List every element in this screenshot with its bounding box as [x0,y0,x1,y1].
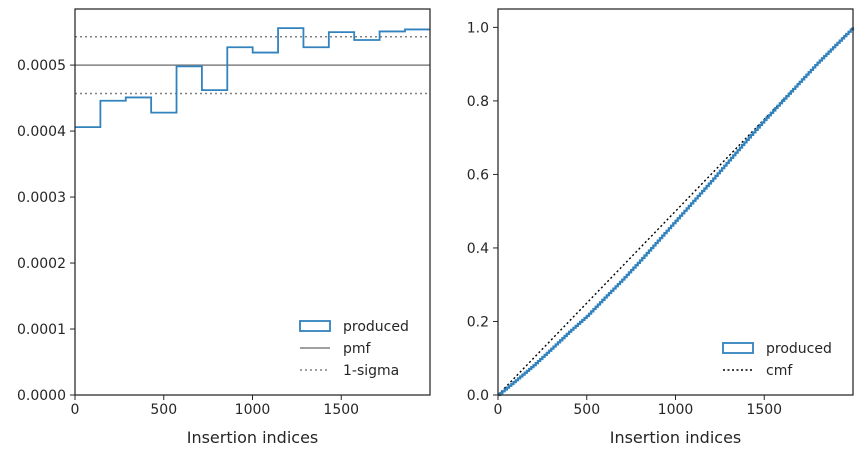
y-tick-label: 0.8 [467,94,489,110]
bin-bar [177,66,202,395]
y-tick-label: 0.0005 [17,58,66,74]
data-point [710,180,712,182]
legend-swatch-produced [722,342,754,354]
plot-frame [497,8,854,396]
data-point [834,44,836,46]
data-point [799,81,801,83]
panel-pmf: 0 500 1000 1500 0.0000 0.0001 0.0002 0.0003 0.00… [17,8,431,447]
y-tick-label: 0.0001 [17,322,66,338]
y-tick-label: 0.0000 [17,388,66,404]
series-produced-outline [75,27,430,129]
bin-bar [151,113,176,395]
bin-bar [227,47,252,395]
data-point [515,379,517,381]
legend-label-pmf: pmf [343,341,372,357]
data-point [728,159,730,161]
y-tick-label: 1.0 [467,20,489,36]
data-point [746,139,748,141]
y-tick-label: 0.0 [467,388,489,404]
legend-label-produced: produced [343,319,409,335]
data-point [568,331,570,333]
x-tick-label: 500 [573,402,600,418]
x-tick-label: 1000 [235,402,271,418]
data-point [763,119,765,121]
legend-label-produced: produced [766,341,832,357]
legend-label-1-sigma: 1-sigma [343,363,399,379]
y-tick-label: 0.2 [467,314,489,330]
bin-bar [380,31,405,395]
data-point [586,315,588,317]
data-point [657,240,659,242]
bin-bar [253,53,278,395]
x-axis-label: Insertion indices [187,428,319,447]
data-point [675,220,677,222]
legend-label-cmf: cmf [766,363,793,379]
bin-bar [278,28,303,395]
y-tick-label: 0.0002 [17,256,66,272]
data-point [550,348,552,350]
bin-bar [126,97,151,395]
panel-cmf: 0 500 1000 1500 0.0 0.2 0.4 0.6 0.8 1.0 Insertion … [467,8,855,447]
data-point [692,200,694,202]
bin-bar [75,127,100,395]
bin-bar [405,29,430,395]
y-tick-label: 0.4 [467,241,489,257]
data-point [781,100,783,102]
x-axis-label: Insertion indices [610,428,742,447]
y-tick-label: 0.6 [467,167,489,183]
x-tick-label: 1000 [658,402,694,418]
x-tick-label: 1500 [323,402,359,418]
data-point [533,364,535,366]
x-tick-label: 500 [150,402,177,418]
data-point [639,259,641,261]
data-point [621,279,623,281]
x-tick-label: 0 [494,402,503,418]
series-produced-line [498,27,855,397]
legend-swatch-produced [299,320,331,332]
y-tick-label: 0.0004 [17,124,66,140]
x-tick-label: 1500 [746,402,782,418]
data-point [817,62,819,64]
data-point [604,297,606,299]
bin-bar [303,47,328,395]
y-tick-label: 0.0003 [17,190,66,206]
bin-bar [202,90,227,395]
x-tick-label: 0 [71,402,80,418]
bin-bar [100,101,125,395]
